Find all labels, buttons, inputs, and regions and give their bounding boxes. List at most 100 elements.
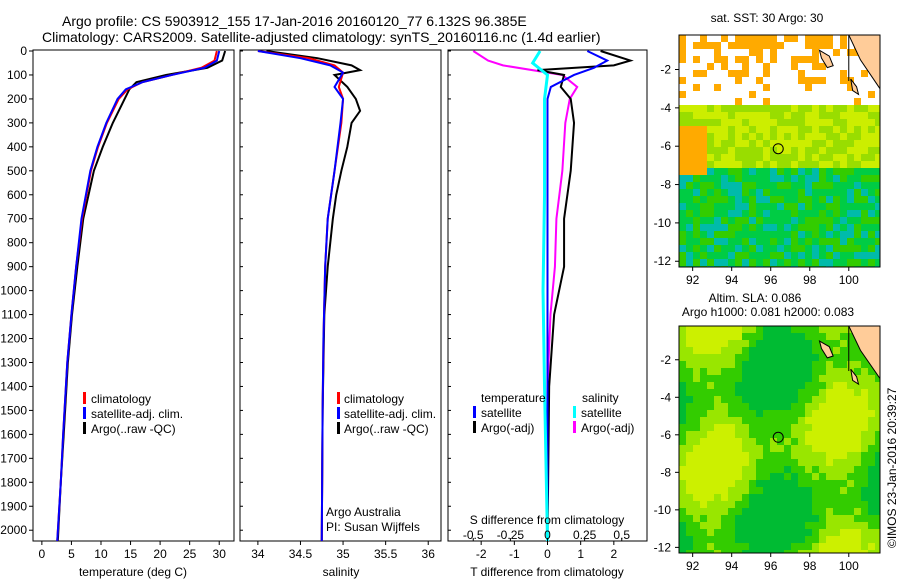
map-cell — [833, 536, 840, 543]
map-cell — [700, 245, 707, 252]
map-cell — [770, 410, 777, 417]
map-cell — [861, 403, 868, 410]
map-cell — [693, 161, 700, 168]
map-cell — [721, 452, 728, 459]
map-cell — [805, 196, 812, 203]
map-cell — [742, 424, 749, 431]
map-cell — [686, 375, 693, 382]
map-cell — [763, 473, 770, 480]
map-cell — [784, 368, 791, 375]
map-cell — [742, 42, 749, 49]
map-cell — [735, 77, 742, 84]
map-cell — [728, 224, 735, 231]
map-cell — [854, 182, 861, 189]
map-cell — [735, 501, 742, 508]
map-cell — [686, 543, 693, 550]
map-cell — [714, 543, 721, 550]
map-cell — [735, 56, 742, 63]
map-cell — [805, 389, 812, 396]
map-cell — [728, 410, 735, 417]
map-cell — [805, 508, 812, 515]
map-cell — [693, 424, 700, 431]
map-cell — [833, 417, 840, 424]
map-cell — [686, 210, 693, 217]
map-cell — [847, 487, 854, 494]
map-cell — [770, 340, 777, 347]
map-cell — [749, 480, 756, 487]
map-cell — [728, 112, 735, 119]
map-cell — [756, 35, 763, 42]
map-cell — [875, 182, 880, 189]
map-cell — [763, 224, 770, 231]
map-cell — [812, 459, 819, 466]
map-cell — [756, 543, 763, 550]
map-cell — [700, 70, 707, 77]
map-cell — [819, 210, 826, 217]
legend-label: satellite-adj. clim. — [344, 407, 436, 421]
map-cell — [700, 501, 707, 508]
legend-label: satellite-adj. clim. — [91, 407, 183, 421]
map-cell — [791, 368, 798, 375]
map-cell — [763, 543, 770, 550]
map-cell — [721, 119, 728, 126]
map-cell — [742, 522, 749, 529]
map-cell — [721, 105, 728, 112]
map-cell — [826, 133, 833, 140]
map-cell — [686, 410, 693, 417]
map-cell — [756, 375, 763, 382]
map-cell — [679, 154, 686, 161]
map-cell — [749, 105, 756, 112]
map-cell — [826, 480, 833, 487]
map-cell — [805, 459, 812, 466]
map-cell — [819, 438, 826, 445]
map-cell — [679, 105, 686, 112]
map-cell — [819, 466, 826, 473]
map-cell — [749, 508, 756, 515]
land-siberut-island — [818, 49, 834, 69]
map-cell — [875, 494, 880, 501]
map-cell — [854, 361, 861, 368]
map-cell — [847, 126, 854, 133]
map-cell — [763, 403, 770, 410]
map-cell — [805, 529, 812, 536]
map-cell — [840, 112, 847, 119]
map-cell — [805, 203, 812, 210]
map-cell — [742, 196, 749, 203]
map-cell — [777, 175, 784, 182]
map-cell — [770, 424, 777, 431]
map-cell — [728, 105, 735, 112]
map-cell — [798, 252, 805, 259]
map-cell — [875, 473, 880, 480]
map-cell — [679, 189, 686, 196]
map-cell — [784, 35, 791, 42]
map-cell — [763, 140, 770, 147]
map-cell — [714, 182, 721, 189]
map-cell — [833, 438, 840, 445]
map-cell — [763, 431, 770, 438]
map-cell — [770, 438, 777, 445]
map-cell — [693, 445, 700, 452]
map-cell — [749, 522, 756, 529]
map-cell — [868, 182, 875, 189]
map-cell — [756, 161, 763, 168]
map-cell — [770, 224, 777, 231]
map-cell — [791, 515, 798, 522]
map-cell — [714, 245, 721, 252]
map-lon-label: 96 — [764, 559, 778, 573]
map-cell — [721, 35, 728, 42]
map-cell — [756, 245, 763, 252]
map-cell — [868, 438, 875, 445]
map-cell — [861, 238, 868, 245]
map-cell — [735, 168, 742, 175]
map-cell — [707, 529, 714, 536]
map-cell — [763, 147, 770, 154]
map-cell — [833, 473, 840, 480]
map-cell — [693, 70, 700, 77]
map-cell — [770, 550, 777, 553]
map-cell — [735, 70, 742, 77]
map-cell — [714, 522, 721, 529]
map-cell — [693, 361, 700, 368]
map-cell — [721, 259, 728, 266]
map-cell — [805, 105, 812, 112]
map-cell — [868, 245, 875, 252]
